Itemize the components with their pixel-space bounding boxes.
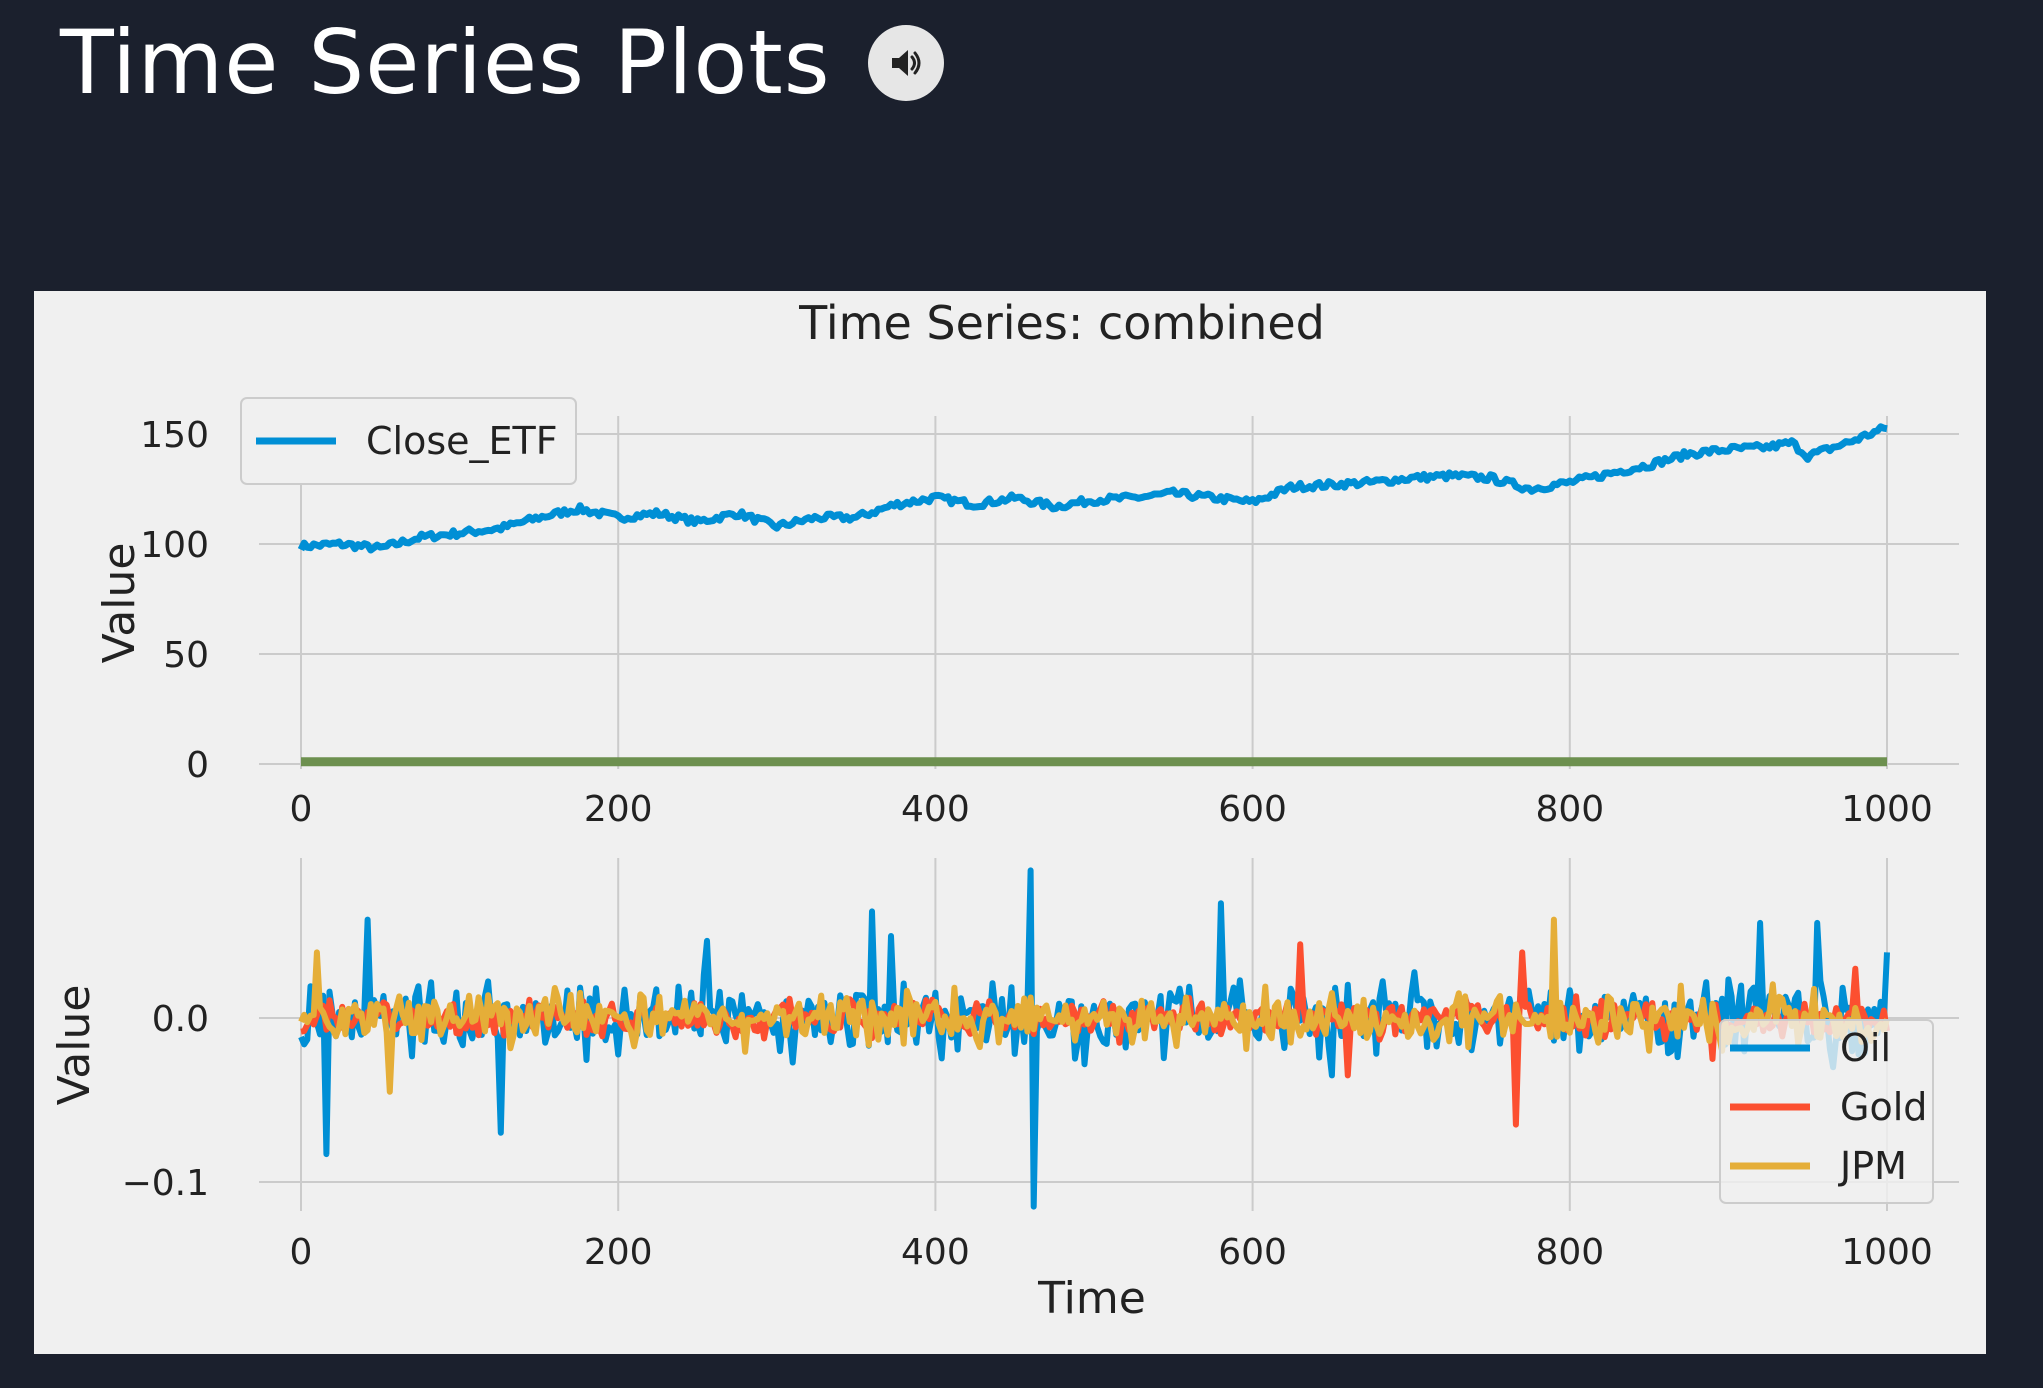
page-title: Time Series Plots (60, 11, 831, 114)
legend-jpm-label: JPM (1838, 1144, 1907, 1188)
chart-figure: Time Series: combined 0 200 400 600 800 1000 0… (34, 291, 1986, 1354)
top-x-tick-label: 1000 (1841, 789, 1933, 830)
bottom-legend: Oil Gold JPM (1719, 1019, 1934, 1204)
top-plot-ticks: 0 200 400 600 800 1000 0 50 100 150 (140, 415, 1933, 830)
top-legend-box (240, 397, 577, 485)
jpm-line (298, 916, 1890, 1095)
top-legend: Close_ETF (240, 397, 577, 485)
top-y-axis-label: Value (94, 543, 145, 664)
legend-gold-label: Gold (1840, 1085, 1927, 1129)
chart-canvas: Time Series: combined 0 200 400 600 800 10000… (49, 296, 1959, 1324)
bottom-x-tick-label: 0 (290, 1232, 313, 1273)
top-plot-lines (297, 423, 1888, 767)
bottom-y-tick-label: 0.0 (152, 999, 209, 1040)
top-y-tick-label: 50 (163, 635, 209, 676)
top-y-tick-label: 0 (186, 745, 209, 786)
bottom-x-tick-label: 800 (1535, 1232, 1604, 1273)
bottom-plot-ticks: 0 200 400 600 800 1000 −0.1 0.0 (122, 999, 1933, 1273)
top-x-tick-label: 800 (1535, 789, 1604, 830)
legend-oil-label: Oil (1840, 1026, 1891, 1070)
top-y-tick-label: 150 (140, 415, 209, 456)
close-etf-line (297, 423, 1888, 554)
bottom-x-tick-label: 200 (584, 1232, 653, 1273)
audio-button[interactable] (868, 25, 944, 101)
x-axis-label: Time (1037, 1273, 1146, 1324)
bottom-x-tick-label: 600 (1218, 1232, 1287, 1273)
top-x-tick-label: 200 (584, 789, 653, 830)
speaker-icon (892, 50, 921, 76)
top-x-tick-label: 600 (1218, 789, 1287, 830)
bottom-plot-lines (298, 867, 1890, 1210)
bottom-x-tick-label: 400 (901, 1232, 970, 1273)
top-y-tick-label: 100 (140, 525, 209, 566)
bottom-legend-box (1719, 1019, 1934, 1204)
bottom-x-tick-label: 1000 (1841, 1232, 1933, 1273)
top-x-tick-label: 400 (901, 789, 970, 830)
bottom-y-axis-label: Value (49, 985, 100, 1106)
bottom-y-tick-label: −0.1 (122, 1163, 209, 1204)
legend-close-etf-label: Close_ETF (366, 419, 558, 463)
top-x-tick-label: 0 (290, 789, 313, 830)
chart-title: Time Series: combined (798, 296, 1325, 350)
